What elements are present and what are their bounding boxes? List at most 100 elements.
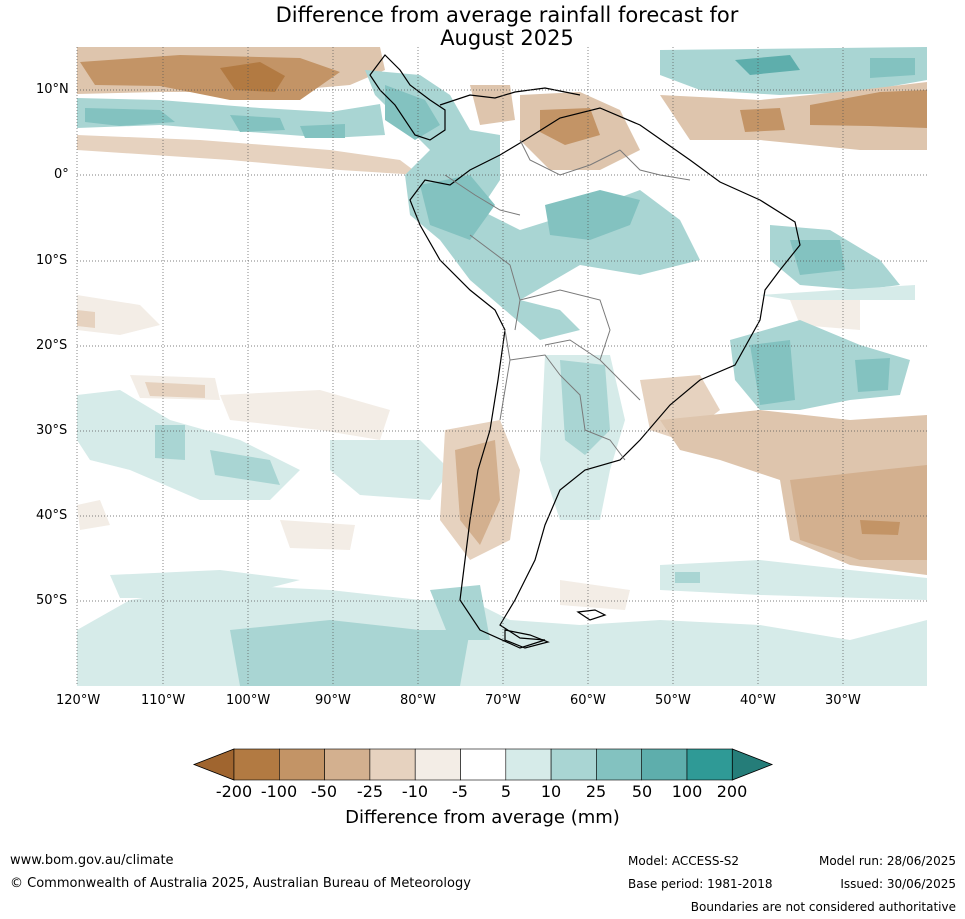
- cbar-tick-label: 100: [671, 782, 703, 801]
- title-line-2: August 2025: [440, 26, 574, 50]
- dry-core-atlantic: [810, 90, 927, 128]
- colorbar-title: Difference from average (mm): [345, 807, 620, 828]
- wet-core-colombia: [385, 85, 440, 140]
- south-america-coast: [409, 107, 801, 649]
- wet-pacific-2: [330, 440, 450, 500]
- lon-label-70w: 70°W: [485, 693, 521, 708]
- wet-core-amazon-2: [545, 190, 640, 240]
- colorbar-swatch: [505, 748, 552, 781]
- wet-core-pacific-1b: [210, 450, 280, 485]
- lon-label-100w: 100°W: [226, 693, 271, 708]
- wet-core-south-2: [430, 585, 490, 640]
- wet-core-atlantic: [735, 55, 800, 75]
- lat-label-40s: 40°S: [36, 508, 68, 523]
- colorbar-swatch: [324, 748, 371, 781]
- wet-core-se-brazil-2: [855, 358, 890, 392]
- wet-colombia: [365, 70, 700, 340]
- wet-band-south-2: [110, 570, 300, 598]
- colorbar-swatch: [414, 748, 461, 781]
- lon-label-40w: 40°W: [740, 693, 776, 708]
- wet-south-atlantic: [760, 285, 915, 300]
- lat-label-0: 0°: [54, 167, 69, 182]
- colorbar-swatch: [641, 748, 688, 781]
- colorbar: [192, 748, 774, 781]
- lon-label-50w: 50°W: [655, 693, 691, 708]
- cbar-tick-label: -10: [401, 782, 429, 801]
- dry-core-north-2: [220, 62, 285, 92]
- footer-disclaimer: Boundaries are not considered authoritat…: [690, 900, 956, 914]
- lon-label-90w: 90°W: [315, 693, 351, 708]
- tierra-del-fuego: [504, 629, 550, 649]
- footer-issued: Issued: 30/06/2025: [840, 877, 956, 891]
- wet-core-south: [230, 620, 470, 686]
- colorbar-swatch: [596, 748, 643, 781]
- colorbar-arrow-low: [192, 748, 235, 781]
- wet-core-se-brazil: [750, 340, 795, 405]
- graticule: [76, 47, 927, 686]
- wet-core-pacific-3: [300, 124, 345, 138]
- central-america-coast: [369, 54, 446, 141]
- cbar-tick-label: -100: [260, 782, 298, 801]
- lon-label-110w: 110°W: [141, 693, 186, 708]
- dry-core-atlantic-2: [740, 108, 785, 132]
- wet-band-south: [77, 585, 927, 686]
- lat-label-10n: 10°N: [36, 82, 69, 97]
- footer-model: Model: ACCESS-S2: [628, 854, 740, 868]
- wet-core-brazil-east: [790, 240, 845, 275]
- lon-label-80w: 80°W: [400, 693, 436, 708]
- cbar-tick-label: -5: [452, 782, 468, 801]
- wet-atlantic-north: [660, 47, 927, 95]
- cbar-tick-label: 200: [716, 782, 748, 801]
- footer-model-run: Model run: 28/06/2025: [818, 854, 956, 868]
- footer-website: www.bom.gov.au/climate: [10, 853, 174, 868]
- footer-copyright: © Commonwealth of Australia 2025, Austra…: [10, 876, 471, 891]
- lat-label-10s: 10°S: [36, 253, 68, 268]
- map-title: Difference from average rainfall forecas…: [0, 4, 965, 50]
- dry-core-atlantic-south: [790, 465, 927, 560]
- cbar-tick-label: 25: [585, 782, 607, 801]
- footer-base-period: Base period: 1981-2018: [628, 877, 773, 891]
- cbar-tick-label: 50: [631, 782, 653, 801]
- colorbar-swatch: [550, 748, 597, 781]
- cbar-tick-label: -25: [356, 782, 384, 801]
- wet-core-atlantic-2: [870, 58, 915, 78]
- lat-label-20s: 20°S: [36, 338, 68, 353]
- colorbar-swatch: [460, 748, 507, 781]
- wet-core-pacific: [85, 108, 175, 126]
- lon-label-60w: 60°W: [570, 693, 606, 708]
- cbar-tick-label: -50: [310, 782, 338, 801]
- dry-pacific-core: [77, 310, 95, 328]
- dry-falklands: [560, 580, 630, 610]
- colorbar-swatch: [233, 748, 280, 781]
- wet-core-south-atlantic: [675, 572, 700, 583]
- wet-core-pacific-2: [230, 115, 285, 132]
- wet-core-amazon: [420, 175, 495, 240]
- colorbar-swatch: [686, 748, 733, 781]
- anomaly-field: [77, 47, 927, 686]
- colorbar-swatch: [369, 748, 416, 781]
- dry-south-atlantic: [790, 300, 860, 330]
- cbar-tick-label: 10: [540, 782, 562, 801]
- dry-pacific-4: [77, 500, 110, 530]
- lat-label-50s: 50°S: [36, 593, 68, 608]
- cbar-tick-label: -200: [215, 782, 253, 801]
- lon-label-120w: 120°W: [56, 693, 101, 708]
- wet-south-atlantic-2: [660, 560, 927, 600]
- cbar-tick-label: 5: [500, 782, 512, 801]
- dry-band-eq: [77, 135, 420, 175]
- caribbean-coast: [439, 87, 581, 106]
- dry-core-atlantic-south-2: [860, 520, 900, 535]
- colorbar-swatch: [278, 748, 325, 781]
- dry-core-north: [80, 55, 340, 100]
- dry-colombia: [470, 85, 515, 125]
- coastline: [369, 54, 801, 649]
- falklands: [576, 609, 607, 621]
- dry-core-chile: [455, 440, 500, 545]
- dry-pacific-5: [280, 520, 355, 550]
- lon-label-30w: 30°W: [825, 693, 861, 708]
- title-line-1: Difference from average rainfall forecas…: [275, 3, 739, 27]
- dry-pacific-1: [77, 295, 160, 335]
- dry-core-venezuela: [540, 108, 600, 145]
- wet-core-pacific-1: [155, 425, 185, 460]
